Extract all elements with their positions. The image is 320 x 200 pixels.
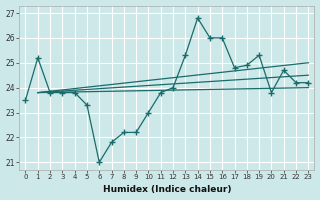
X-axis label: Humidex (Indice chaleur): Humidex (Indice chaleur) xyxy=(103,185,231,194)
